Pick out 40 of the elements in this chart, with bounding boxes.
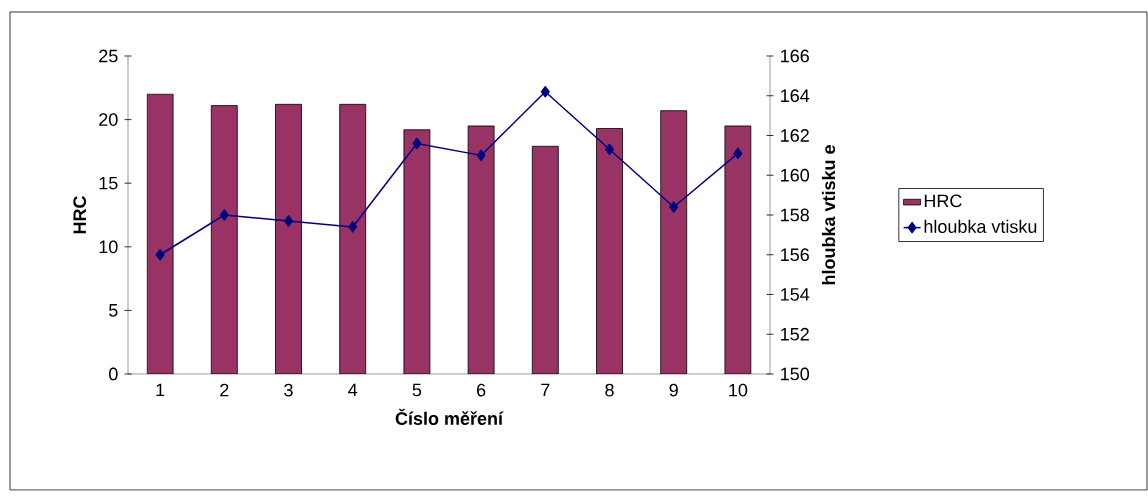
point [733,147,743,160]
y-tick-label: 10 [99,240,118,254]
x-tick-label: 6 [477,383,486,397]
y2-tick-label: 162 [781,129,809,142]
x-tick-label: 2 [220,383,229,397]
y-tick-label: 20 [99,113,118,126]
y-axis-title: HRC [73,195,87,234]
y-tick-label: 5 [109,304,118,317]
y2-tick-label: 156 [781,248,809,262]
y2-tick-label: 166 [781,49,809,63]
x-tick-label: 10 [729,383,748,397]
x-tick-label: 9 [669,383,678,397]
legend-label: HRC [924,194,962,208]
y2-tick-label: 158 [781,208,809,222]
x-tick-label: 8 [605,383,614,397]
point [540,86,550,98]
x-tick-label: 3 [284,383,293,397]
y2-tick-label: 160 [781,168,810,182]
point [669,201,679,213]
x-axis-title: Číslo měření [395,408,504,425]
x-tick-label: 1 [156,383,165,397]
y-tick-label: 0 [109,367,118,381]
y2-tick-label: 150 [781,367,810,381]
y2-axis-title: hloubka vtisku e [821,145,836,285]
y2-tick-label: 152 [781,327,809,341]
y2-tick-label: 154 [781,288,810,301]
y2-tick-label: 164 [781,89,810,103]
point [412,137,422,150]
point [605,143,615,156]
point [284,215,293,227]
point [476,149,486,162]
x-tick-label: 7 [541,383,550,397]
point [348,221,358,233]
y-tick-label: 15 [99,176,118,190]
x-tick-label: 4 [348,383,358,397]
x-tick-label: 5 [412,383,422,397]
point [155,249,165,261]
y-tick-label: 25 [99,49,118,63]
legend-label: hloubka vtisku [924,219,1037,233]
point [219,209,229,221]
